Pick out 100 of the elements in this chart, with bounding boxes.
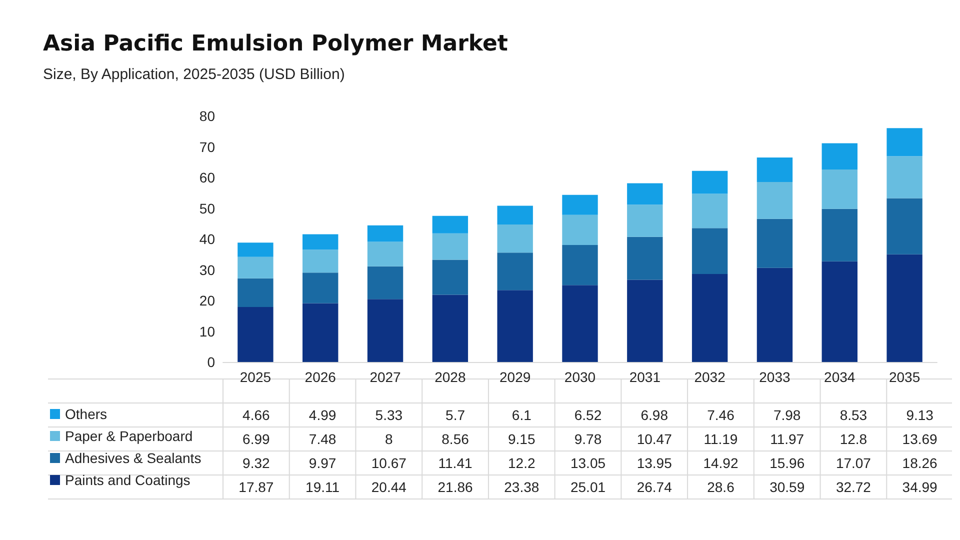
data-label: 6.98 (640, 407, 668, 423)
data-label: 9.32 (242, 455, 270, 471)
data-label: 13.95 (636, 455, 672, 471)
data-label: 6.1 (512, 407, 532, 423)
legend-label: Paints and Coatings (65, 472, 190, 488)
data-label: 14.92 (703, 455, 738, 471)
x-tick-label: 2029 (500, 369, 531, 385)
bar (238, 242, 274, 257)
y-tick-label: 70 (199, 138, 216, 155)
bar (692, 228, 728, 274)
x-tick-label: 2030 (564, 369, 596, 385)
bar (822, 170, 858, 209)
x-tick-label: 2027 (370, 369, 402, 385)
x-tick-label: 2025 (240, 369, 272, 385)
legend-label: Paper & Paperboard (65, 428, 193, 444)
bar (432, 216, 468, 234)
data-label: 11.19 (704, 431, 738, 447)
data-label: 8 (385, 431, 394, 447)
y-tick-label: 50 (199, 200, 216, 216)
bar (367, 266, 404, 300)
data-label: 8.56 (442, 431, 470, 447)
data-label: 32.72 (836, 479, 872, 495)
bar (822, 208, 858, 262)
x-tick-label: 2032 (694, 369, 726, 385)
data-label: 5.7 (446, 407, 466, 423)
bar (692, 170, 728, 194)
bar (886, 156, 922, 198)
bar (562, 194, 598, 215)
bar (822, 261, 858, 362)
data-label: 12.2 (508, 455, 536, 471)
data-label: 6.99 (242, 431, 270, 447)
data-label: 30.59 (770, 479, 805, 495)
bar (432, 233, 468, 260)
bar (886, 254, 922, 362)
bar (562, 285, 598, 362)
data-label: 17.07 (836, 455, 872, 471)
data-label: 10.67 (371, 455, 407, 471)
data-label: 26.74 (636, 479, 672, 495)
data-label: 11.97 (770, 431, 804, 447)
bar (302, 272, 338, 304)
data-label: 8.53 (840, 407, 868, 423)
bar (756, 218, 793, 268)
data-label: 4.66 (242, 407, 270, 423)
y-tick-label: 20 (199, 292, 216, 308)
data-label: 19.11 (306, 479, 340, 495)
bar (756, 268, 793, 362)
data-label: 10.47 (636, 431, 672, 447)
data-label: 17.87 (238, 479, 274, 495)
data-label: 28.6 (707, 479, 735, 495)
data-label: 23.38 (504, 479, 540, 495)
bar (238, 278, 274, 308)
data-label: 6.52 (574, 407, 602, 423)
data-label: 21.86 (438, 479, 473, 495)
y-tick-label: 0 (207, 354, 216, 370)
bar (367, 242, 404, 266)
bar (302, 250, 338, 273)
data-label: 7.48 (308, 431, 336, 447)
y-tick-label: 80 (199, 108, 216, 124)
bar (627, 204, 663, 237)
bar (367, 225, 404, 242)
bar (562, 244, 598, 286)
x-tick-label: 2034 (824, 369, 856, 385)
bar (367, 299, 404, 362)
bar (302, 303, 338, 362)
bar (627, 280, 663, 362)
bar (886, 198, 922, 254)
bar (497, 290, 533, 362)
bar (238, 256, 274, 278)
y-tick-label: 40 (199, 231, 216, 247)
legend-label: Others (65, 406, 108, 422)
legend-label: Adhesives & Sealants (65, 450, 202, 466)
data-label: 9.15 (508, 431, 536, 447)
x-tick-label: 2035 (888, 369, 920, 385)
bar (238, 307, 274, 362)
bar (562, 214, 598, 245)
bar (756, 158, 793, 182)
data-label: 15.96 (770, 455, 805, 471)
bar (497, 224, 533, 253)
bar (497, 206, 533, 224)
data-label: 5.33 (375, 407, 403, 423)
x-tick-label: 2026 (304, 369, 336, 385)
data-label: 12.8 (840, 431, 868, 447)
data-label: 25.01 (570, 479, 606, 495)
chart-subtitle: Size, By Application, 2025-2035 (USD Billion) (43, 66, 345, 83)
bar (692, 274, 728, 362)
data-label: 9.13 (906, 407, 934, 423)
bar (756, 182, 793, 219)
data-label: 20.44 (371, 479, 407, 495)
bar (497, 252, 533, 290)
data-label: 7.98 (773, 407, 801, 423)
data-label: 34.99 (902, 479, 938, 495)
y-tick-label: 10 (199, 323, 216, 340)
bar (302, 234, 338, 250)
bar (432, 260, 468, 295)
bar (886, 128, 922, 156)
bar (432, 294, 468, 362)
data-label: 18.26 (902, 455, 938, 471)
x-tick-label: 2033 (759, 369, 791, 385)
bar (627, 183, 663, 205)
y-tick-label: 30 (199, 262, 216, 278)
